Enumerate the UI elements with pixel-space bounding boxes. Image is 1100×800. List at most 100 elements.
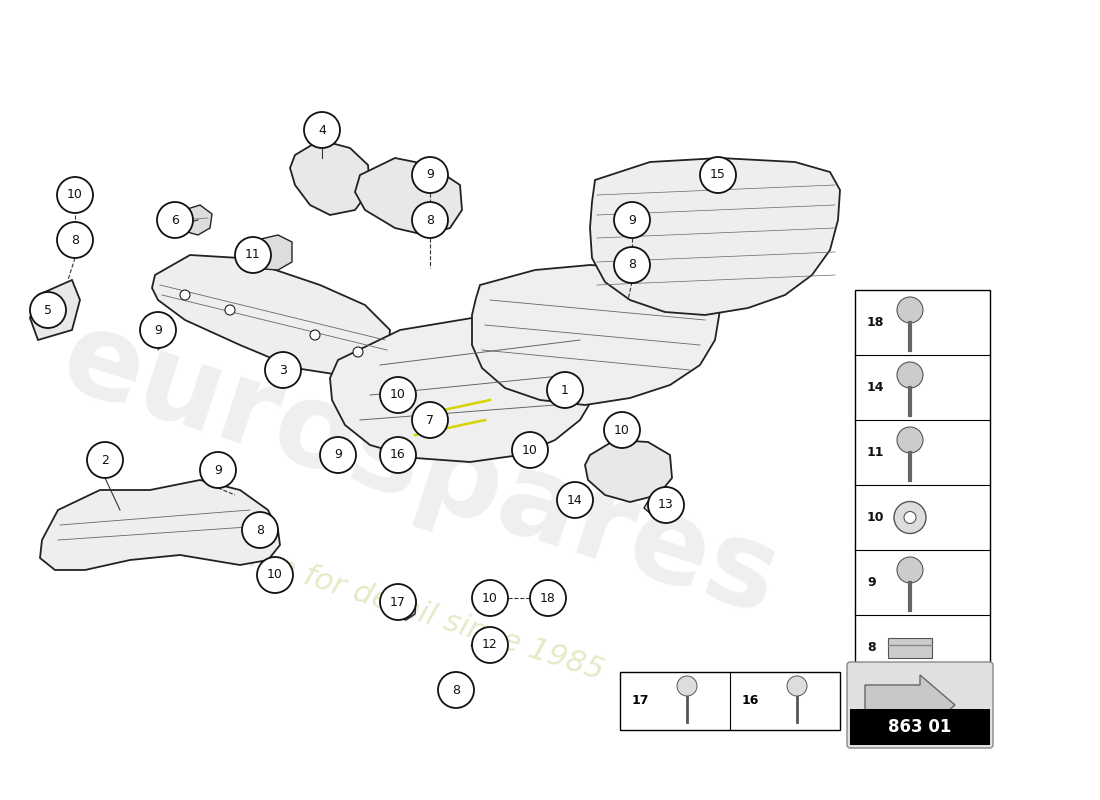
Polygon shape [472,265,720,405]
Text: 17: 17 [632,694,649,707]
Text: 4: 4 [318,123,326,137]
Text: 8: 8 [426,214,434,226]
Text: 8: 8 [867,641,876,654]
Text: 11: 11 [245,249,261,262]
Circle shape [257,557,293,593]
Text: 863 01: 863 01 [889,718,952,736]
Circle shape [320,437,356,473]
Text: 18: 18 [867,316,884,329]
Circle shape [412,402,448,438]
Polygon shape [290,140,370,215]
Text: 14: 14 [568,494,583,506]
Text: 9: 9 [867,576,876,589]
Text: 8: 8 [452,683,460,697]
Text: 3: 3 [279,363,287,377]
Text: 11: 11 [867,446,884,459]
Polygon shape [644,492,682,518]
Circle shape [438,672,474,708]
Polygon shape [590,158,840,315]
Text: 10: 10 [67,189,82,202]
Circle shape [896,557,923,583]
Circle shape [604,412,640,448]
Circle shape [648,487,684,523]
Circle shape [30,292,66,328]
Text: 18: 18 [540,591,556,605]
FancyBboxPatch shape [620,672,840,730]
Circle shape [894,502,926,534]
Circle shape [412,157,448,193]
Text: 9: 9 [426,169,433,182]
Text: a passion for detail since 1985: a passion for detail since 1985 [153,514,607,686]
FancyBboxPatch shape [855,290,990,680]
Circle shape [700,157,736,193]
Circle shape [265,352,301,388]
Circle shape [614,247,650,283]
Polygon shape [240,235,292,270]
Circle shape [157,202,192,238]
Polygon shape [865,675,955,735]
Circle shape [353,347,363,357]
Text: eurospares: eurospares [47,300,793,640]
Text: 1: 1 [561,383,569,397]
Text: 12: 12 [482,638,498,651]
Text: 8: 8 [256,523,264,537]
Circle shape [896,297,923,323]
Circle shape [310,330,320,340]
Text: 9: 9 [214,463,222,477]
Polygon shape [30,280,80,340]
Text: 7: 7 [426,414,434,426]
Text: 5: 5 [44,303,52,317]
Polygon shape [382,592,416,620]
Polygon shape [152,255,390,375]
Circle shape [512,432,548,468]
Text: 10: 10 [614,423,630,437]
Text: 9: 9 [628,214,636,226]
Text: 13: 13 [658,498,674,511]
Circle shape [547,372,583,408]
Circle shape [557,482,593,518]
Circle shape [896,427,923,453]
Text: 2: 2 [101,454,109,466]
Text: 16: 16 [742,694,759,707]
Text: 10: 10 [522,443,538,457]
Circle shape [226,305,235,315]
Polygon shape [40,480,280,570]
Text: 10: 10 [867,511,884,524]
Text: 14: 14 [867,381,884,394]
Circle shape [896,362,923,388]
Circle shape [242,512,278,548]
Circle shape [472,627,508,663]
Polygon shape [172,205,212,235]
FancyBboxPatch shape [850,709,990,745]
Circle shape [786,676,807,696]
Circle shape [87,442,123,478]
Text: 15: 15 [711,169,726,182]
Circle shape [235,237,271,273]
Circle shape [379,437,416,473]
Text: 9: 9 [334,449,342,462]
Text: 8: 8 [72,234,79,246]
Text: 9: 9 [154,323,162,337]
Circle shape [472,580,508,616]
Circle shape [379,377,416,413]
Polygon shape [330,315,600,462]
Circle shape [412,202,448,238]
Circle shape [530,580,566,616]
Circle shape [180,290,190,300]
Circle shape [676,676,697,696]
Text: 10: 10 [267,569,283,582]
Circle shape [57,222,94,258]
Polygon shape [585,440,672,502]
Circle shape [379,584,416,620]
Circle shape [614,202,650,238]
Text: 6: 6 [172,214,179,226]
Circle shape [904,511,916,523]
Circle shape [140,312,176,348]
Polygon shape [355,158,462,235]
Circle shape [304,112,340,148]
Text: 10: 10 [390,389,406,402]
Text: 17: 17 [390,595,406,609]
Circle shape [57,177,94,213]
FancyBboxPatch shape [888,638,932,658]
Text: 8: 8 [628,258,636,271]
